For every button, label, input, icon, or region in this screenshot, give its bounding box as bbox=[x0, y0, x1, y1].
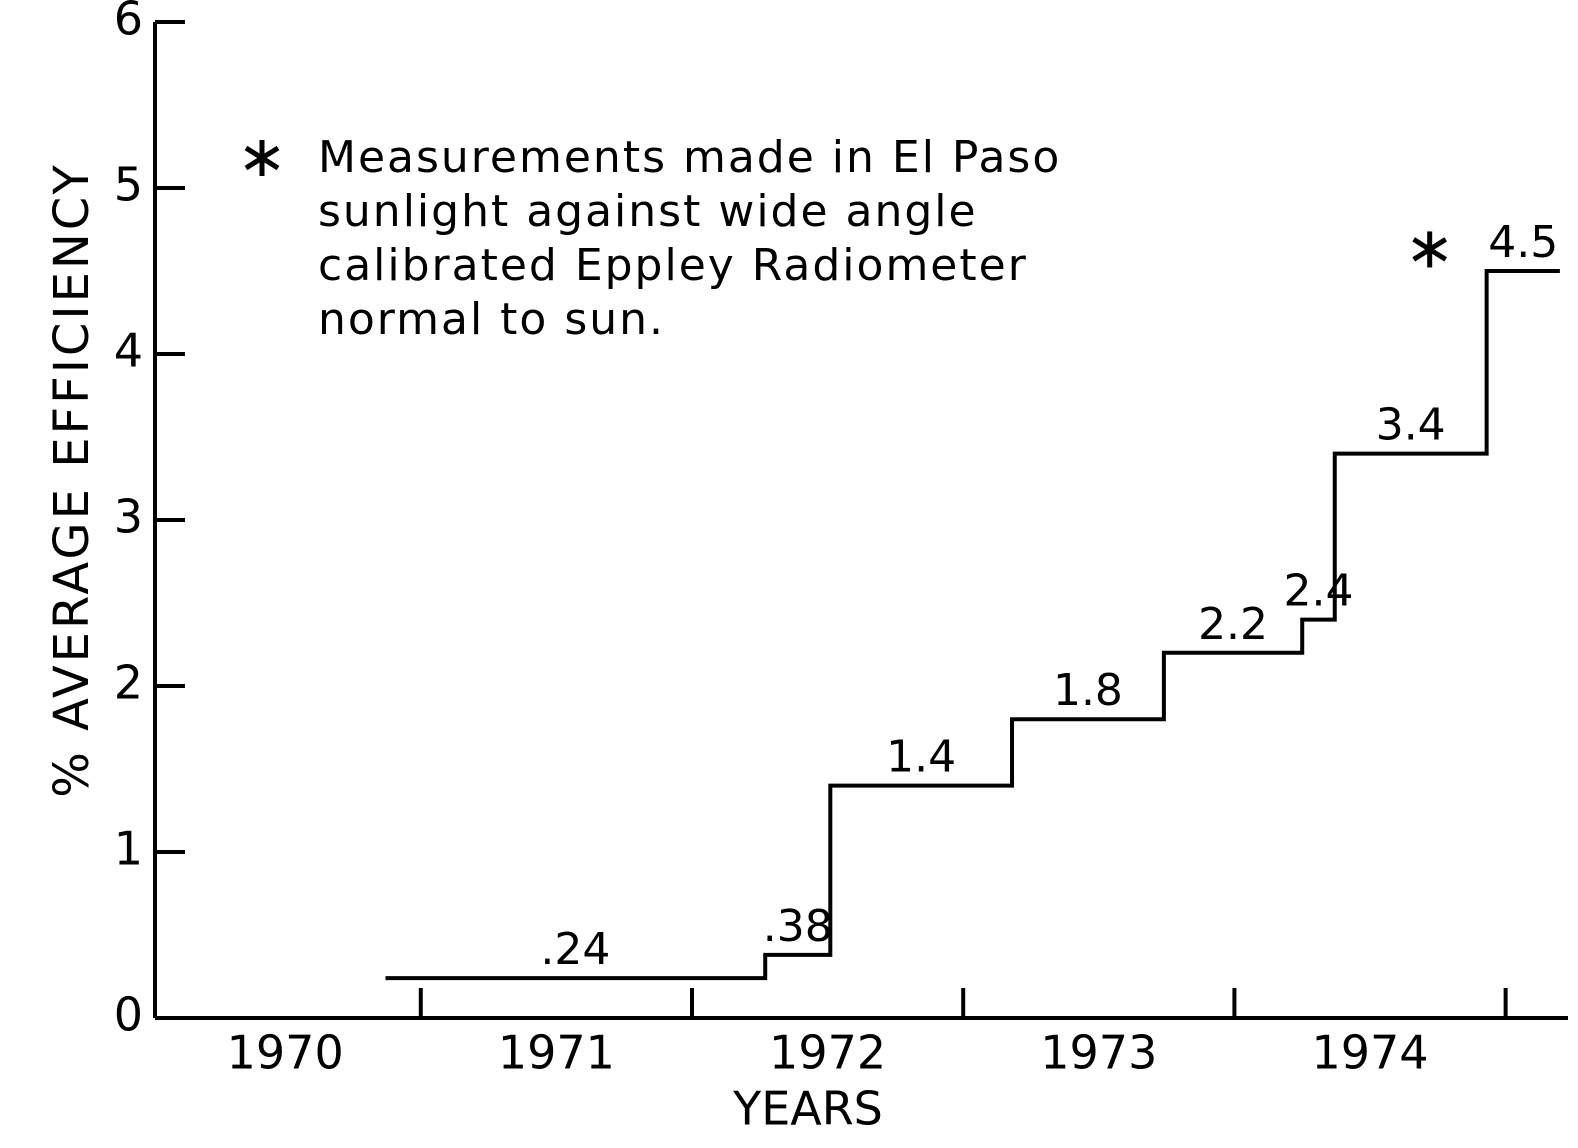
value-label: 1.8 bbox=[1053, 665, 1123, 716]
y-tick-label: 6 bbox=[114, 0, 143, 46]
y-tick-label: 3 bbox=[114, 490, 143, 544]
x-tick-label: 1970 bbox=[227, 1026, 344, 1080]
x-tick-label: 1973 bbox=[1040, 1026, 1157, 1080]
value-label: 2.4 bbox=[1283, 566, 1353, 617]
y-tick-label: 0 bbox=[114, 988, 143, 1042]
y-tick-label: 5 bbox=[114, 158, 143, 212]
annotation-line: Measurements made in El Paso bbox=[318, 132, 1061, 183]
annotation-line: sunlight against wide angle bbox=[318, 186, 978, 237]
value-label: .24 bbox=[540, 924, 610, 975]
x-axis-label: YEARS bbox=[732, 1082, 883, 1136]
step-line bbox=[385, 269, 1560, 981]
annotation-line: calibrated Eppley Radiometer bbox=[318, 240, 1028, 291]
annotation-line: normal to sun. bbox=[318, 294, 665, 345]
value-label: 2.2 bbox=[1198, 599, 1268, 650]
legend-asterisk bbox=[244, 140, 280, 176]
value-label: 1.4 bbox=[886, 732, 956, 783]
asterisk-point bbox=[1412, 231, 1448, 268]
y-axis-label: % AVERAGE EFFICIENCY bbox=[44, 162, 100, 798]
y-tick-label: 4 bbox=[114, 324, 143, 378]
y-tick-label: 1 bbox=[114, 822, 143, 876]
x-tick-label: 1974 bbox=[1311, 1026, 1428, 1080]
x-tick-label: 1971 bbox=[498, 1026, 615, 1080]
x-tick-label: 1972 bbox=[769, 1026, 886, 1080]
value-label: 3.4 bbox=[1376, 400, 1446, 451]
y-tick-label: 2 bbox=[114, 656, 143, 710]
asterisk-stroke bbox=[1412, 237, 1448, 262]
value-label: 4.5 bbox=[1488, 217, 1558, 268]
value-label: .38 bbox=[763, 901, 833, 952]
